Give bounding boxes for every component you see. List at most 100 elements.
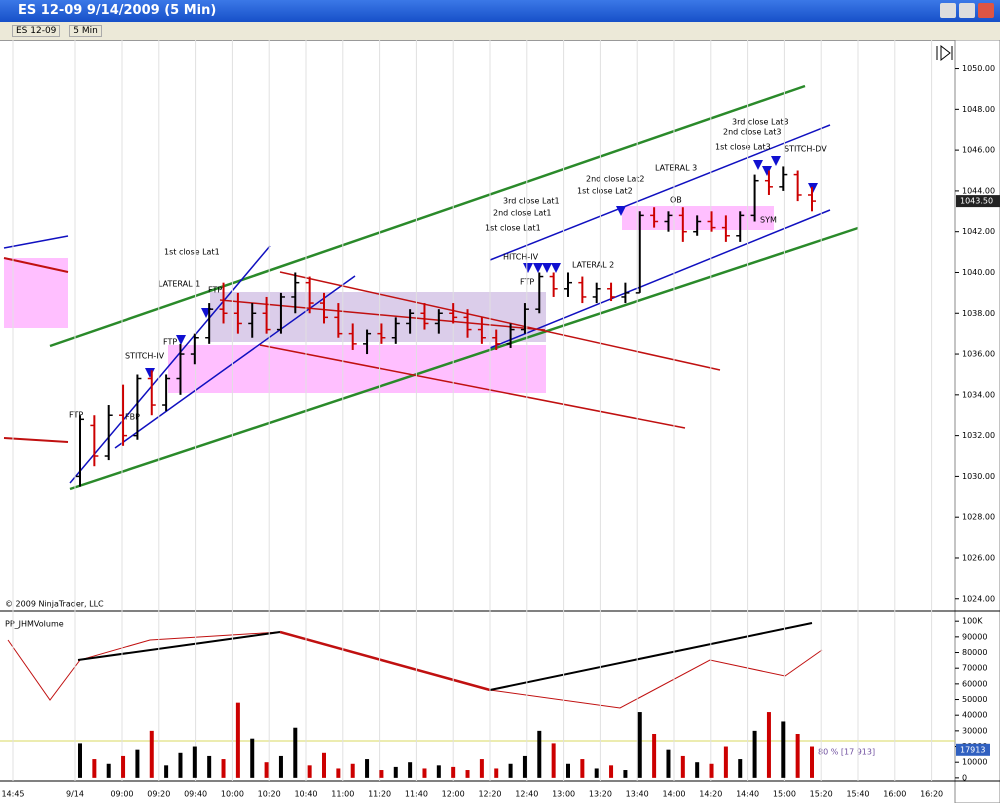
x-tick-label: 16:20 [920, 790, 943, 799]
y-tick-label: 1034.00 [962, 390, 995, 399]
x-tick-label: 12:20 [478, 790, 501, 799]
x-tick-label: 14:40 [736, 790, 759, 799]
volume-bar [637, 712, 642, 778]
volume-bar [422, 768, 427, 778]
annotation: LATERAL 1 [158, 280, 200, 289]
volume-bar [106, 763, 111, 778]
window-title: ES 12-09 9/14/2009 (5 Min) [18, 3, 217, 18]
x-tick-label: 11:00 [331, 790, 354, 799]
indicator-title: PP_JHMVolume [5, 620, 64, 629]
volume-bar [695, 762, 700, 778]
volume-bar [336, 768, 341, 778]
y-tick-label: 1042.00 [962, 227, 995, 236]
volume-bar [178, 752, 183, 778]
volume-bar [795, 733, 800, 778]
y-tick-label: 10000 [962, 758, 987, 767]
annotation: FTP [69, 411, 83, 420]
volume-bar [350, 763, 355, 778]
close-button[interactable] [978, 3, 994, 18]
volume-marker [956, 743, 990, 756]
x-tick-label: 15:00 [773, 790, 796, 799]
y-tick-label: 0 [962, 773, 967, 782]
arrow [771, 156, 781, 166]
annotation: 2nd close Lat3 [723, 128, 782, 137]
volume-bar [293, 727, 298, 778]
volume-bar [92, 759, 97, 778]
annotation: FTP [208, 286, 222, 295]
annotation: 2nd close Lat1 [493, 209, 552, 218]
y-tick-label: 1036.00 [962, 350, 995, 359]
volume-bar [278, 755, 283, 778]
annotation: FBP [125, 413, 140, 422]
volume-bar [494, 768, 499, 778]
arrow [762, 166, 772, 176]
volume-bar [623, 770, 628, 778]
trend-line [3, 235, 69, 249]
annotation: 1st close Lat1 [485, 224, 541, 233]
trend-line [489, 124, 831, 261]
volume-bar [781, 721, 786, 778]
annotation: 3rd close Lat3 [732, 118, 789, 127]
volume-bar [709, 763, 714, 778]
volume-bar [451, 766, 456, 778]
scroll-end-button[interactable] [936, 44, 953, 62]
x-tick-label: 11:20 [368, 790, 391, 799]
annotation: LATERAL 2 [572, 261, 614, 270]
copyright: © 2009 NinjaTrader, LLC [5, 600, 104, 609]
minimize-button[interactable] [940, 3, 956, 18]
x-tick-label: 10:20 [258, 790, 281, 799]
last-price-marker [956, 195, 1000, 208]
volume-bar [465, 770, 470, 778]
x-tick-label: 14:00 [662, 790, 685, 799]
annotation: FTP [163, 338, 177, 347]
annotations [145, 156, 818, 378]
arrow [542, 263, 552, 273]
y-tick-label: 1046.00 [962, 146, 995, 155]
volume-bar [810, 746, 814, 778]
volume-bar [766, 712, 771, 778]
volume-bar [594, 768, 599, 778]
volume-bar [379, 770, 384, 778]
x-tick-label: 12:40 [515, 790, 538, 799]
volume-bar [537, 730, 542, 778]
instrument-selector[interactable]: ES 12-09 [12, 25, 61, 37]
maximize-button[interactable] [959, 3, 975, 18]
arrow [551, 263, 561, 273]
trend-line [49, 84, 806, 348]
x-tick-label: 16:00 [883, 790, 906, 799]
trend-line [279, 271, 721, 371]
y-tick-label: 70000 [962, 664, 987, 673]
volume-bar [666, 749, 671, 778]
y-tick-label: 1032.00 [962, 431, 995, 440]
x-tick-label: 10:40 [294, 790, 317, 799]
volume-bar [207, 755, 212, 778]
zigzag [279, 630, 491, 692]
interval-selector[interactable]: 5 Min [69, 25, 102, 37]
volume-bar [508, 763, 513, 778]
y-tick-label: 80000 [962, 648, 987, 657]
x-tick-label: 10:00 [221, 790, 244, 799]
arrow [176, 335, 186, 345]
indicator-annotation: 80 % [17 913] [818, 748, 875, 757]
toolbar: ES 12-09 5 Min [0, 22, 1000, 41]
chart: FTP FBP STITCH-IV FTP 1st close Lat1 LAT… [0, 40, 1000, 803]
y-tick-label: 1026.00 [962, 553, 995, 562]
volume-bar [522, 755, 527, 778]
annotation: 1st close Lat2 [577, 187, 633, 196]
arrow [145, 368, 155, 378]
volume-bar [250, 738, 255, 778]
y-tick-label: 1030.00 [962, 472, 995, 481]
trend-line [259, 344, 686, 429]
arrow [523, 263, 533, 273]
y-tick-label: 60000 [962, 679, 987, 688]
volume-bar [221, 759, 226, 778]
trend-line [114, 275, 356, 449]
volume-bar [307, 765, 312, 778]
volume-bar [264, 762, 269, 778]
volume-bar [149, 730, 154, 778]
volume-bar [479, 759, 484, 778]
volume-bar [609, 765, 614, 778]
x-tick-label: 11:40 [405, 790, 428, 799]
y-tick-label: 1044.00 [962, 186, 995, 195]
